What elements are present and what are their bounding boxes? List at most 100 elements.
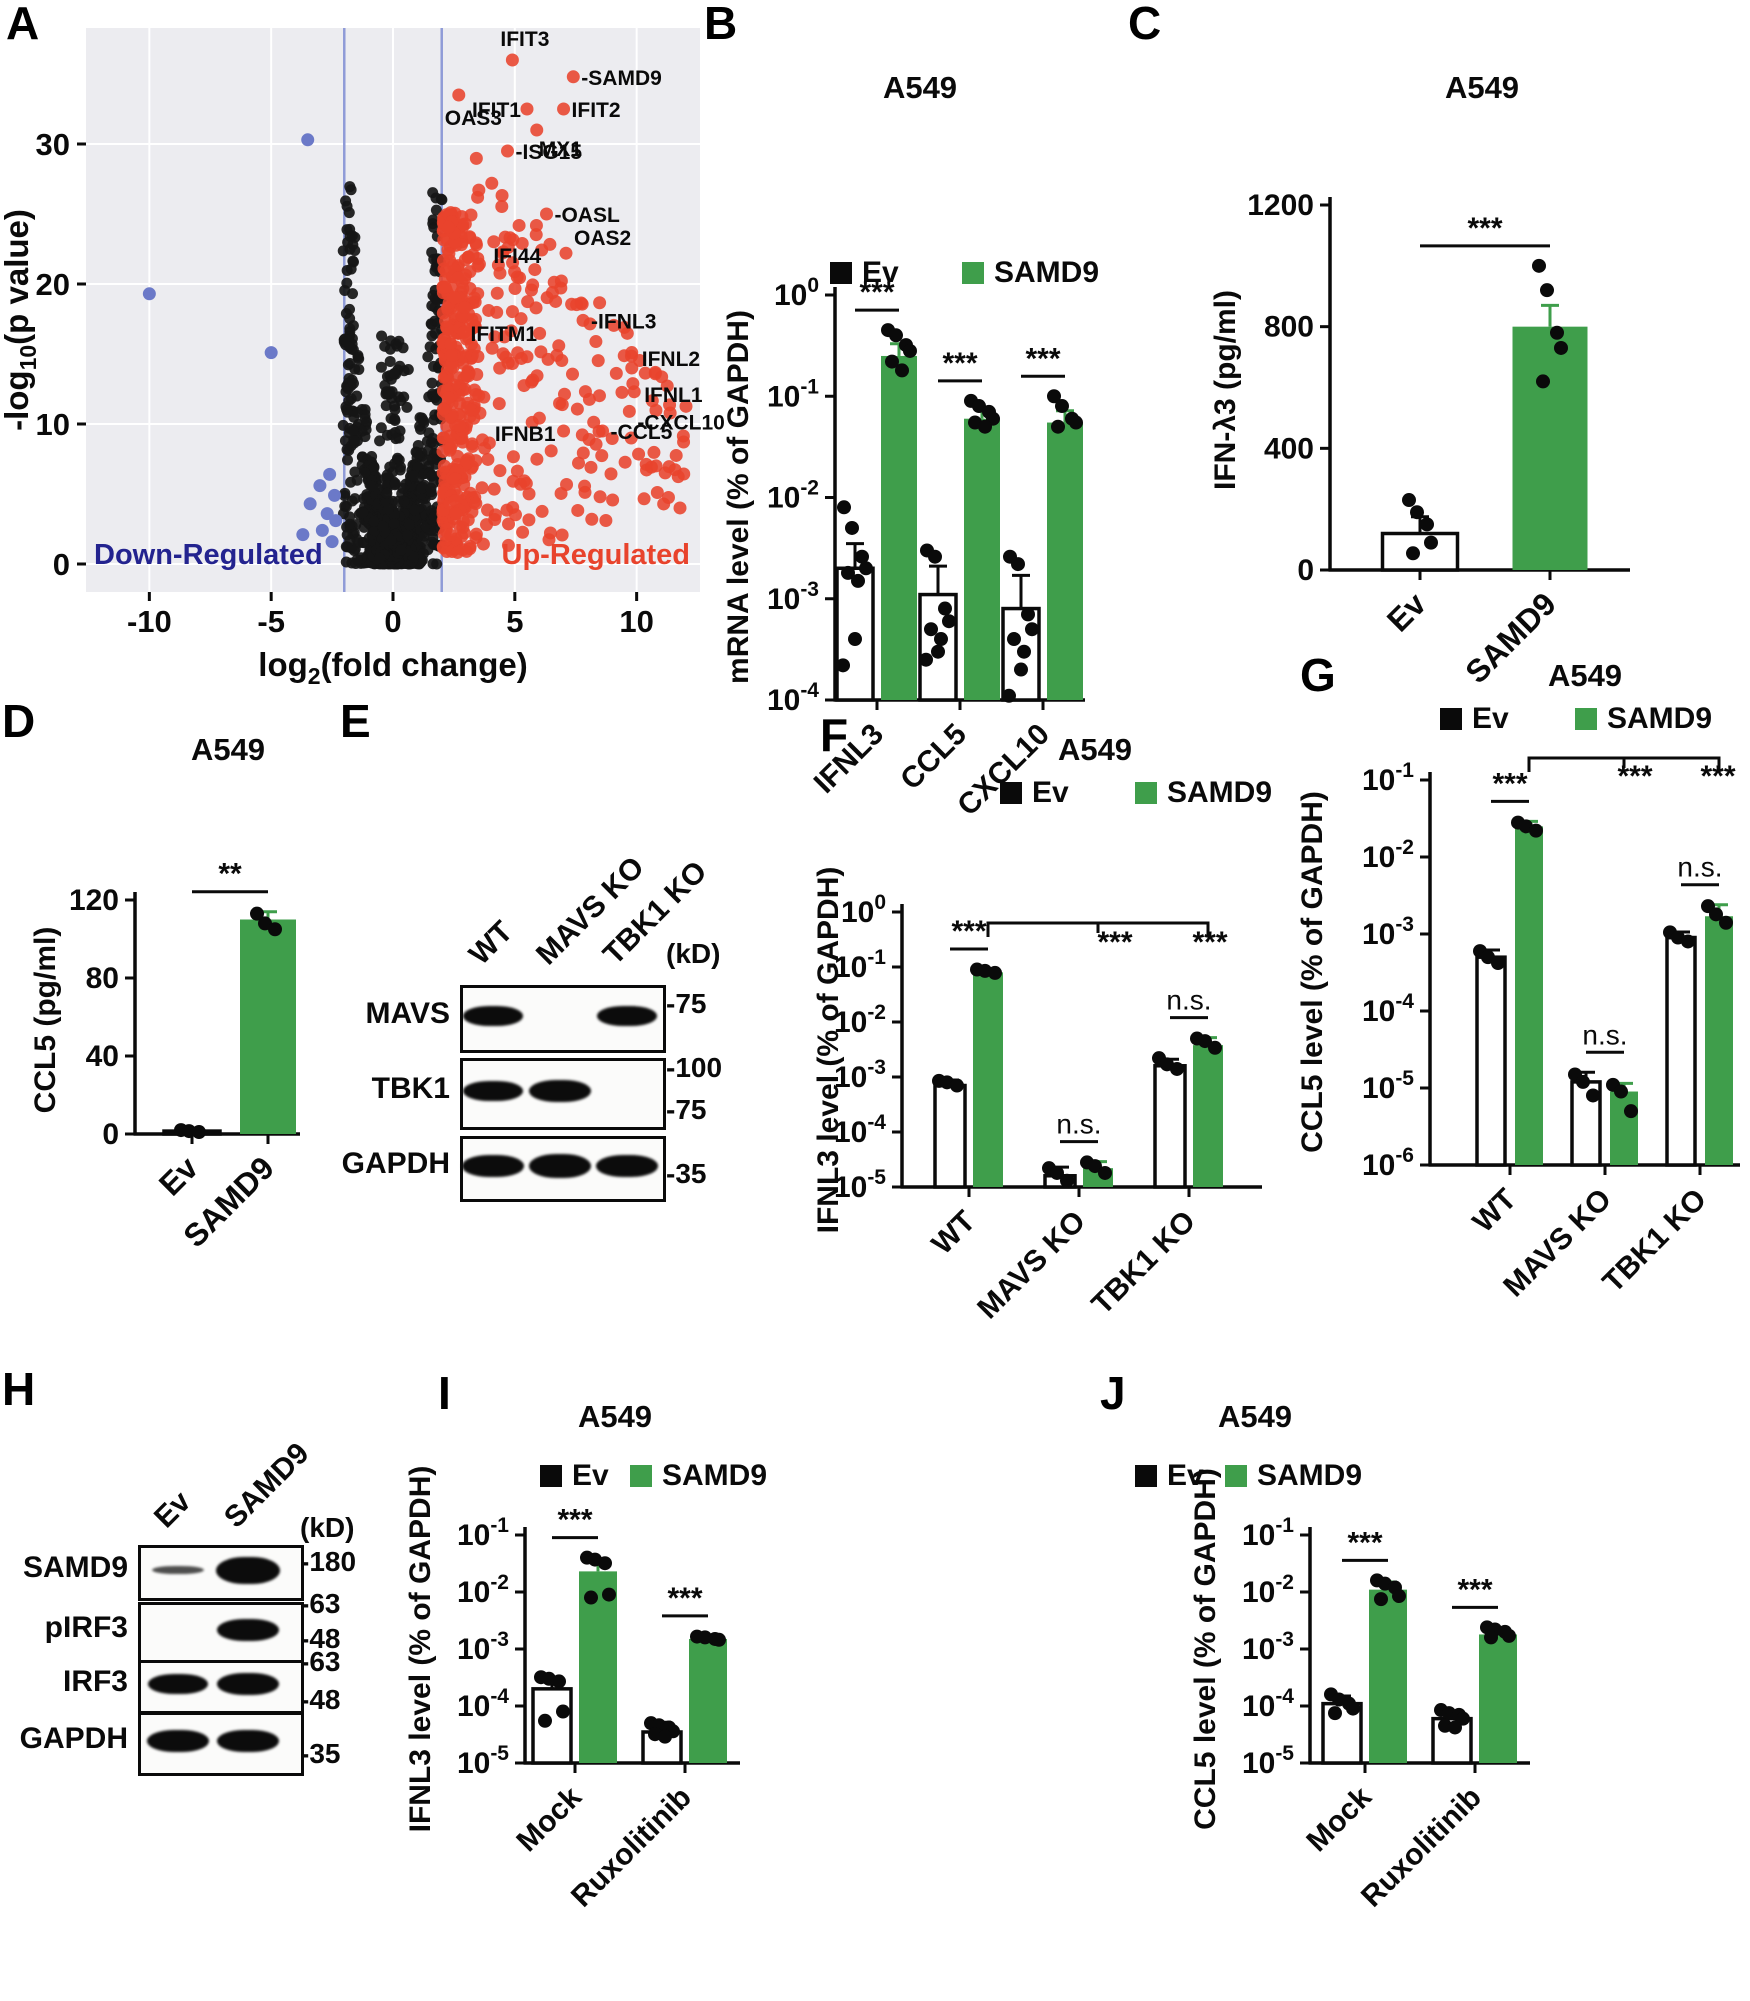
legend-swatch-ev	[830, 262, 852, 284]
panel-g-label: G	[1300, 649, 1336, 701]
bars	[162, 910, 296, 1136]
legend-swatch-samd9	[1135, 782, 1157, 804]
svg-text:10: 10	[36, 407, 70, 442]
legend: Ev SAMD9	[1440, 702, 1712, 735]
svg-text:***: ***	[1025, 342, 1060, 375]
svg-text:Ruxolitinib: Ruxolitinib	[565, 1781, 698, 1914]
significance-marks: **	[192, 858, 268, 894]
axes: 10-1 10-2 10-3 10-4 10-5 10-6	[1362, 759, 1740, 1182]
chartB-svg: 100 10-1 10-2 10-3 10-4 A549 Ev SAMD9 mRNA level…	[722, 70, 1099, 822]
svg-text:0: 0	[1297, 554, 1314, 587]
ifnl3-ruxolitinib-bar-chart: 10-1 10-2 10-3 10-4 10-5 A549 Ev SAMD9 IFNL3 lev…	[400, 1365, 1040, 2001]
svg-text:SAMD9: SAMD9	[1257, 1459, 1362, 1492]
blot-target-mavs: MAVS	[365, 997, 450, 1030]
gene-label-ifnb1: IFNB1	[495, 423, 556, 446]
bars	[531, 1558, 727, 1765]
svg-text:10-5: 10-5	[1242, 1742, 1294, 1780]
svg-text:20: 20	[36, 267, 70, 302]
western-blot-samd9-irf3: (kD) Ev SAMD9 SAMD9 -180 pIRF3 -63 -48 IRF3 -63 -4…	[0, 1360, 390, 1840]
data-points	[932, 962, 1222, 1188]
marker-48: -48	[300, 1683, 341, 1715]
gene-label-ifit2: IFIT2	[572, 99, 621, 122]
gene-label-ifitm1: IFITM1	[471, 323, 538, 346]
y-axis-label: IFN-λ3 (pg/ml)	[1209, 290, 1242, 490]
marker-63: -63	[300, 1646, 341, 1677]
svg-text:Ev: Ev	[152, 1149, 205, 1202]
svg-text:0: 0	[102, 1118, 119, 1151]
gene-label-oas2: OAS2	[574, 227, 631, 250]
svg-text:n.s.: n.s.	[1166, 985, 1211, 1016]
legend-swatch-samd9	[962, 262, 984, 284]
svg-text:30: 30	[36, 127, 70, 162]
panel-e-label: E	[340, 695, 371, 747]
significance-marks: ***	[1420, 212, 1550, 248]
marker-100: -100	[666, 1051, 723, 1083]
legend: Ev SAMD9	[1135, 1459, 1362, 1492]
chartG-svg: 10-1 10-2 10-3 10-4 10-5 10-6 A549 Ev SAMD9 CCL5 …	[1296, 658, 1740, 1304]
mrna-level-bar-chart: 100 10-1 10-2 10-3 10-4 A549 Ev SAMD9 mRNA level…	[690, 40, 1120, 870]
svg-text:10-2: 10-2	[457, 1571, 509, 1609]
svg-text:***: ***	[1192, 926, 1227, 959]
svg-text:100: 100	[774, 274, 819, 312]
svg-text:SAMD9: SAMD9	[1167, 776, 1272, 809]
svg-text:80: 80	[86, 962, 119, 995]
svg-text:***: ***	[859, 276, 894, 309]
svg-text:10-3: 10-3	[767, 578, 819, 616]
gene-label-isg15: -ISG15	[516, 141, 583, 164]
svg-text:***: ***	[667, 1582, 702, 1615]
significance-marks: *** *** ***	[855, 276, 1065, 383]
svg-text:10-1: 10-1	[767, 375, 819, 413]
kd-unit-label: (kD)	[300, 1512, 355, 1543]
panel-h-label: H	[2, 1363, 36, 1415]
legend-swatch-samd9	[1575, 708, 1597, 730]
svg-text:120: 120	[69, 884, 119, 917]
svg-text:Ev: Ev	[572, 1459, 609, 1492]
svg-text:10-4: 10-4	[1362, 990, 1414, 1028]
svg-text:TBK1 KO: TBK1 KO	[1085, 1205, 1201, 1321]
svg-text:10-2: 10-2	[767, 477, 819, 515]
band-mavs-lane1	[463, 1006, 523, 1026]
ccl5-ko-bar-chart: 10-1 10-2 10-3 10-4 10-5 10-6 A549 Ev SAMD9 CCL5 …	[1290, 620, 1750, 1350]
scatter-points	[142, 53, 693, 570]
svg-text:Mock: Mock	[510, 1780, 588, 1858]
band-tbk1-lane1	[463, 1081, 523, 1101]
svg-text:0: 0	[384, 604, 401, 639]
legend: Ev SAMD9	[1000, 776, 1272, 809]
legend-swatch-ev	[1000, 782, 1022, 804]
bars	[1380, 303, 1588, 572]
svg-text:1200: 1200	[1247, 189, 1314, 222]
data-points	[174, 906, 282, 1140]
data-points	[1324, 1573, 1516, 1735]
svg-text:0: 0	[53, 547, 70, 582]
band-gapdh-lane2	[217, 1730, 279, 1752]
svg-text:10: 10	[619, 604, 653, 639]
gene-label-ifnl2: IFNL2	[642, 348, 700, 371]
y-axis-label: CCL5 level (% of GAPDH)	[1189, 1468, 1222, 1830]
svg-text:WT: WT	[1467, 1183, 1523, 1239]
up-regulated-label: Up-Regulated	[502, 539, 691, 571]
svg-text:10-3: 10-3	[1362, 913, 1414, 951]
svg-text:**: **	[218, 858, 242, 891]
chart-title: A549	[578, 1399, 652, 1434]
bars	[835, 342, 1083, 702]
chartF-svg: 100 10-1 10-2 10-3 10-4 10-5 A549 Ev SAMD9 IFNL3 …	[812, 732, 1272, 1326]
svg-text:10-1: 10-1	[457, 1514, 509, 1552]
axes: 100 10-1 10-2 10-3 10-4	[767, 274, 1085, 717]
gene-label-ifnl1: IFNL1	[644, 384, 703, 407]
y-axis-label: IFNL3 level (% of GAPDH)	[404, 1466, 437, 1833]
band-samd9-lane2	[216, 1556, 280, 1584]
gene-label-oasl: -OASL	[554, 204, 620, 227]
svg-text:Ev: Ev	[1472, 702, 1509, 735]
points-downregulated	[142, 133, 343, 549]
band-irf3-lane2	[217, 1673, 279, 1695]
svg-text:n.s.: n.s.	[1677, 852, 1722, 883]
y-axis-label: CCL5 (pg/ml)	[29, 927, 62, 1114]
bars	[1321, 1580, 1517, 1765]
western-blot-mavs-tbk1: (kD) WT MAVS KO TBK1 KO MAVS -75 TBK1 -100 -75 GA…	[342, 851, 770, 1350]
